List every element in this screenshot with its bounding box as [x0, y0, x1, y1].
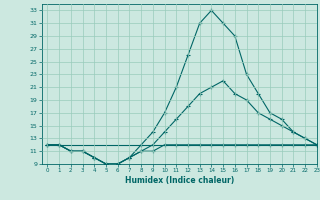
X-axis label: Humidex (Indice chaleur): Humidex (Indice chaleur): [124, 176, 234, 185]
